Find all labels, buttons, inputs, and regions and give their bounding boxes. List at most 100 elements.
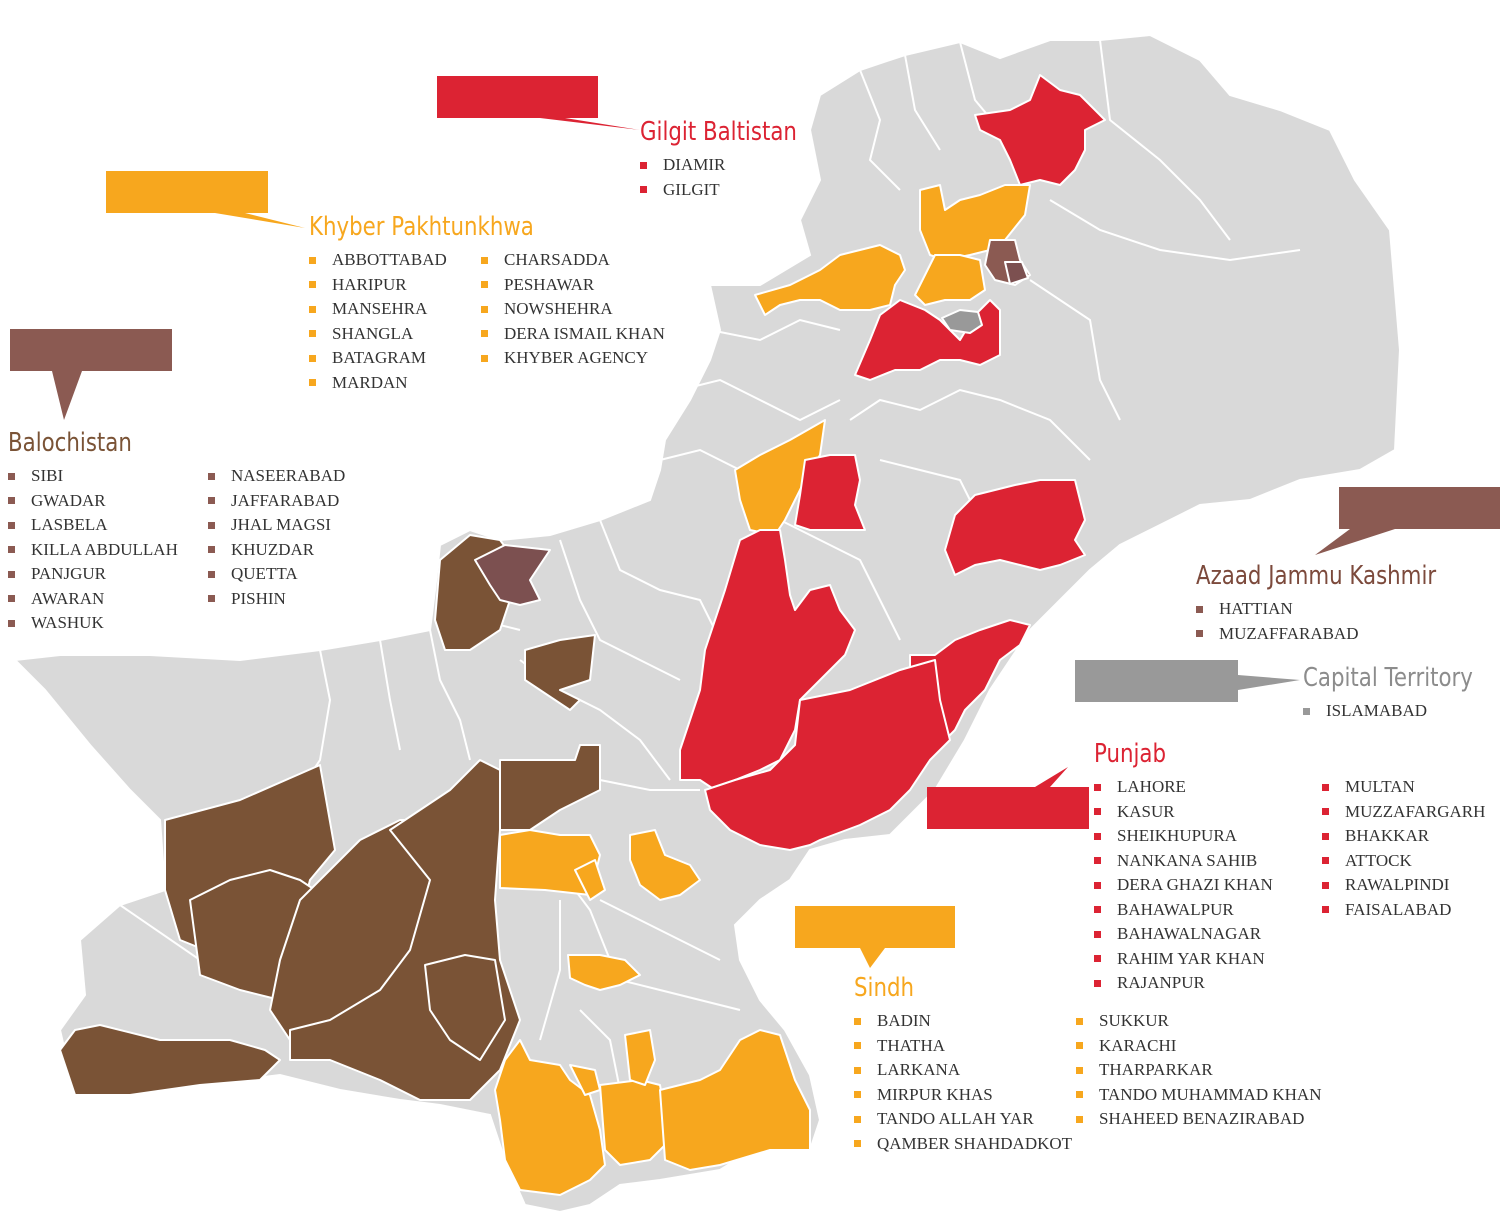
district-name: NOWSHEHRA [504,299,613,318]
district-item: THATHA [854,1034,1076,1059]
district-name: JHAL MAGSI [231,515,331,534]
district-item: MUZZAFARGARH [1322,800,1492,825]
bullet-square-icon [1094,906,1101,914]
district-item: MUZAFFARABAD [1196,622,1396,647]
legend-balochistan: Balochistan SIBI GWADAR LASBELA KILLA ABDUL… [8,428,358,636]
district-item: AWARAN [8,587,208,612]
district-name: CHARSADDA [504,250,610,269]
bullet-square-icon [854,1066,861,1074]
district-item: BHAKKAR [1322,824,1492,849]
bullet-square-icon [8,570,15,578]
bullet-square-icon [8,546,15,554]
district-name: RAWALPINDI [1345,875,1450,894]
district-name: RAHIM YAR KHAN [1117,948,1265,968]
bullet-square-icon [208,521,215,529]
balochistan-callout [10,329,172,420]
bullet-square-icon [1076,1042,1083,1050]
bullet-square-icon [481,330,488,338]
district-name: SHEIKHUPURA [1117,826,1237,845]
legend-azaad-jammu-kashmir: Azaad Jammu Kashmir HATTIAN MUZAFFARABAD [1196,561,1489,646]
district-list: DIAMIR GILGIT [640,153,840,202]
bullet-square-icon [309,330,316,338]
district-name: MUZAFFARABAD [1219,623,1359,643]
district-item: PISHIN [208,587,358,612]
bullet-square-icon [1076,1115,1083,1123]
district-item: KASUR [1094,800,1322,825]
bullet-square-icon [1076,1017,1083,1025]
district-item: LAHORE [1094,775,1322,800]
district-item: NANKANA SAHIB [1094,849,1322,874]
balochistan-districts [59,534,601,1101]
district-item: SHAHEED BENAZIRABAD [1076,1107,1316,1132]
bullet-square-icon [854,1140,861,1148]
bullet-square-icon [481,354,488,362]
district-item: MANSEHRA [309,297,481,322]
district-item: BAHAWALNAGAR [1094,922,1322,947]
bullet-square-icon [1094,979,1101,987]
district-item: ATTOCK [1322,849,1492,874]
district-name: LARKANA [877,1060,961,1079]
district-name: BADIN [877,1011,931,1030]
district-column: NASEERABAD JAFFARABAD JHAL MAGSI KHUZDAR QUE… [208,464,358,636]
district-column: BADIN THATHA LARKANA MIRPUR KHAS TANDO ALLAH… [854,1009,1076,1156]
bullet-square-icon [640,186,647,194]
district-list: LAHORE KASUR SHEIKHUPURA NANKANA SAHIB DERA … [1094,775,1492,996]
punjab-callout [927,767,1089,829]
district-item: RAWALPINDI [1322,873,1492,898]
district-item: SHANGLA [309,322,481,347]
district-name: WASHUK [31,613,104,632]
bullet-square-icon [1322,906,1329,914]
district-name: KHYBER AGENCY [504,348,649,367]
district-borders [119,39,1301,1091]
district-name: TANDO ALLAH YAR [877,1109,1034,1128]
district-name: BATAGRAM [332,348,427,367]
district-name: PANJGUR [31,564,106,583]
ajk-callout [1315,487,1500,555]
district-name: PISHIN [231,588,286,608]
district-item: THARPARKAR [1076,1058,1316,1083]
bullet-square-icon [8,497,15,505]
district-list: ABBOTTABAD HARIPUR MANSEHRA SHANGLA BATAGRAM… [309,248,671,395]
bullet-square-icon [1094,783,1101,791]
legend-sindh: Sindh BADIN THATHA LARKANA MIRPUR KHAS TANDO… [854,973,1321,1156]
district-name: QAMBER SHAHDADKOT [877,1133,1073,1153]
legend-khyber-pakhtunkhwa: Khyber Pakhtunkhwa ABBOTTABAD HARIPUR MANS… [309,212,671,395]
district-name: BHAKKAR [1345,826,1430,845]
bullet-square-icon [1303,707,1310,715]
district-name: SHANGLA [332,323,414,343]
district-name: TANDO MUHAMMAD KHAN [1099,1084,1322,1104]
district-name: DERA ISMAIL KHAN [504,323,665,343]
district-name: KARACHI [1099,1035,1177,1055]
district-name: SIBI [31,466,64,485]
district-item: TANDO ALLAH YAR [854,1107,1076,1132]
district-item: HATTIAN [1196,597,1396,622]
district-name: QUETTA [231,564,298,583]
bullet-square-icon [8,521,15,529]
bullet-square-icon [1094,857,1101,865]
district-item: GWADAR [8,489,208,514]
district-item: HARIPUR [309,273,481,298]
bullet-square-icon [1094,930,1101,938]
district-name: FAISALABAD [1345,899,1452,919]
district-item: NOWSHEHRA [481,297,671,322]
bullet-square-icon [309,354,316,362]
district-item: DERA ISMAIL KHAN [481,322,671,347]
bullet-square-icon [1322,832,1329,840]
district-column: HATTIAN MUZAFFARABAD [1196,597,1396,646]
district-column: LAHORE KASUR SHEIKHUPURA NANKANA SAHIB DERA … [1094,775,1322,996]
district-name: PESHAWAR [504,274,595,294]
district-item: RAHIM YAR KHAN [1094,947,1322,972]
district-name: ATTOCK [1345,850,1412,870]
district-name: JAFFARABAD [231,490,340,510]
bullet-square-icon [854,1091,861,1099]
district-name: ABBOTTABAD [332,250,447,269]
district-name: LAHORE [1117,777,1186,796]
district-list: BADIN THATHA LARKANA MIRPUR KHAS TANDO ALLAH… [854,1009,1321,1156]
district-name: LASBELA [31,515,108,534]
bullet-square-icon [208,595,215,603]
district-item: MARDAN [309,371,481,396]
district-item: WASHUK [8,611,208,636]
red-districts [679,74,1106,851]
district-item: MIRPUR KHAS [854,1083,1076,1108]
district-item: BAHAWALPUR [1094,898,1322,923]
